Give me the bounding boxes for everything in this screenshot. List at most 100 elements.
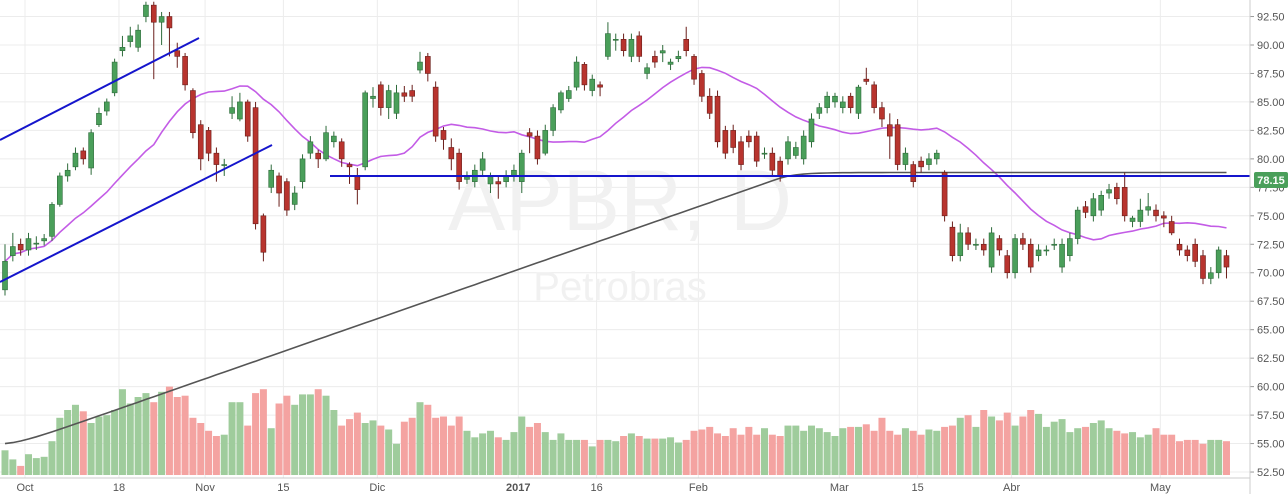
candle: [33, 236, 40, 250]
volume-bar: [737, 434, 745, 475]
candle: [299, 154, 306, 189]
volume-bar: [1074, 428, 1082, 475]
candle: [119, 35, 126, 57]
volume-bar: [541, 432, 549, 475]
candle: [863, 67, 870, 85]
volume-bar: [580, 439, 588, 475]
price-axis[interactable]: 92.5090.0087.5085.0082.5080.0077.5075.00…: [1249, 0, 1288, 494]
volume-bar: [24, 454, 32, 475]
candle-body: [57, 175, 63, 205]
time-axis[interactable]: Oct 18 Nov 15 Dic 2017 16 Feb Mar 15 Abr May: [0, 477, 1250, 494]
candle: [565, 85, 572, 102]
candle-body: [1161, 215, 1167, 219]
candle-body: [589, 78, 596, 91]
candle-body: [378, 84, 384, 108]
candle: [753, 131, 760, 167]
volume-bar: [1199, 443, 1207, 475]
lower-trend-line[interactable]: [0, 144, 273, 283]
candlesticks: [2, 1, 1230, 296]
candle-body: [659, 50, 666, 54]
candle-body: [667, 61, 674, 65]
candle-body: [276, 175, 282, 194]
candle: [1074, 206, 1081, 245]
candle-body: [965, 232, 971, 245]
candle-body: [268, 169, 275, 188]
candle-body: [1184, 249, 1191, 256]
volume-bar: [807, 425, 815, 475]
candle-body: [1027, 243, 1034, 268]
candle: [918, 156, 924, 173]
volume-bar: [1058, 419, 1066, 475]
volume-bar: [768, 434, 776, 475]
candle: [965, 227, 971, 250]
candle-body: [370, 95, 376, 99]
volume-bar: [205, 430, 213, 475]
candle: [652, 50, 658, 68]
candle: [550, 104, 556, 137]
y-tick-label: 70.00: [1257, 268, 1285, 280]
volume-bar: [917, 434, 925, 475]
candle-body: [894, 124, 901, 165]
candle-body: [518, 152, 525, 182]
candle-body: [636, 35, 643, 57]
candle-body: [910, 164, 917, 182]
candle: [714, 90, 721, 148]
candle: [1043, 245, 1050, 256]
volume-bar: [792, 425, 800, 475]
candle-body: [1223, 255, 1230, 268]
candle: [252, 101, 259, 230]
volume-bar: [1191, 439, 1199, 475]
candle: [268, 164, 275, 194]
candle-body: [871, 84, 877, 108]
volume-bar: [573, 439, 581, 475]
candle: [667, 58, 674, 71]
volume-bar: [158, 391, 166, 475]
candle-body: [1043, 249, 1050, 252]
volume-bar: [651, 438, 659, 475]
candle: [158, 11, 165, 45]
candle-body: [957, 232, 964, 256]
upper-trend-line[interactable]: [0, 37, 200, 141]
candle-body: [691, 56, 697, 80]
candle-body: [393, 92, 400, 114]
candle-body: [534, 135, 541, 160]
candle-body: [824, 95, 830, 108]
y-tick-label: 82.50: [1257, 125, 1285, 137]
candle-body: [1114, 187, 1120, 200]
volume-bar: [1129, 432, 1137, 475]
candle: [88, 129, 94, 175]
candle-body: [753, 135, 760, 162]
volume-bar: [463, 430, 471, 475]
candle-body: [526, 132, 533, 137]
candle: [378, 81, 384, 116]
candle-body: [111, 61, 118, 94]
candle: [25, 232, 32, 256]
candle-body: [432, 86, 439, 137]
candle-body: [730, 130, 736, 148]
volume-bar: [1113, 430, 1121, 475]
volume-bar: [346, 419, 354, 475]
volume-bar: [627, 433, 635, 475]
candle-body: [425, 56, 431, 74]
candle: [1114, 182, 1120, 205]
candle: [761, 147, 768, 159]
candle: [1137, 198, 1144, 228]
candle-body: [832, 95, 838, 103]
candle-body: [315, 152, 322, 160]
candle: [926, 153, 932, 171]
volume-bar: [330, 410, 338, 475]
candle-body: [1145, 206, 1151, 211]
volume-bar: [220, 434, 228, 475]
volume-bar: [95, 416, 103, 475]
candle: [518, 149, 525, 194]
candle-body: [25, 238, 32, 251]
candle: [1106, 183, 1112, 199]
x-tick-label: 2017: [506, 482, 530, 494]
volume-bar: [486, 430, 494, 475]
candle: [902, 147, 909, 171]
volume-bar: [416, 402, 424, 475]
candle: [495, 175, 502, 199]
candle-body: [331, 135, 337, 143]
